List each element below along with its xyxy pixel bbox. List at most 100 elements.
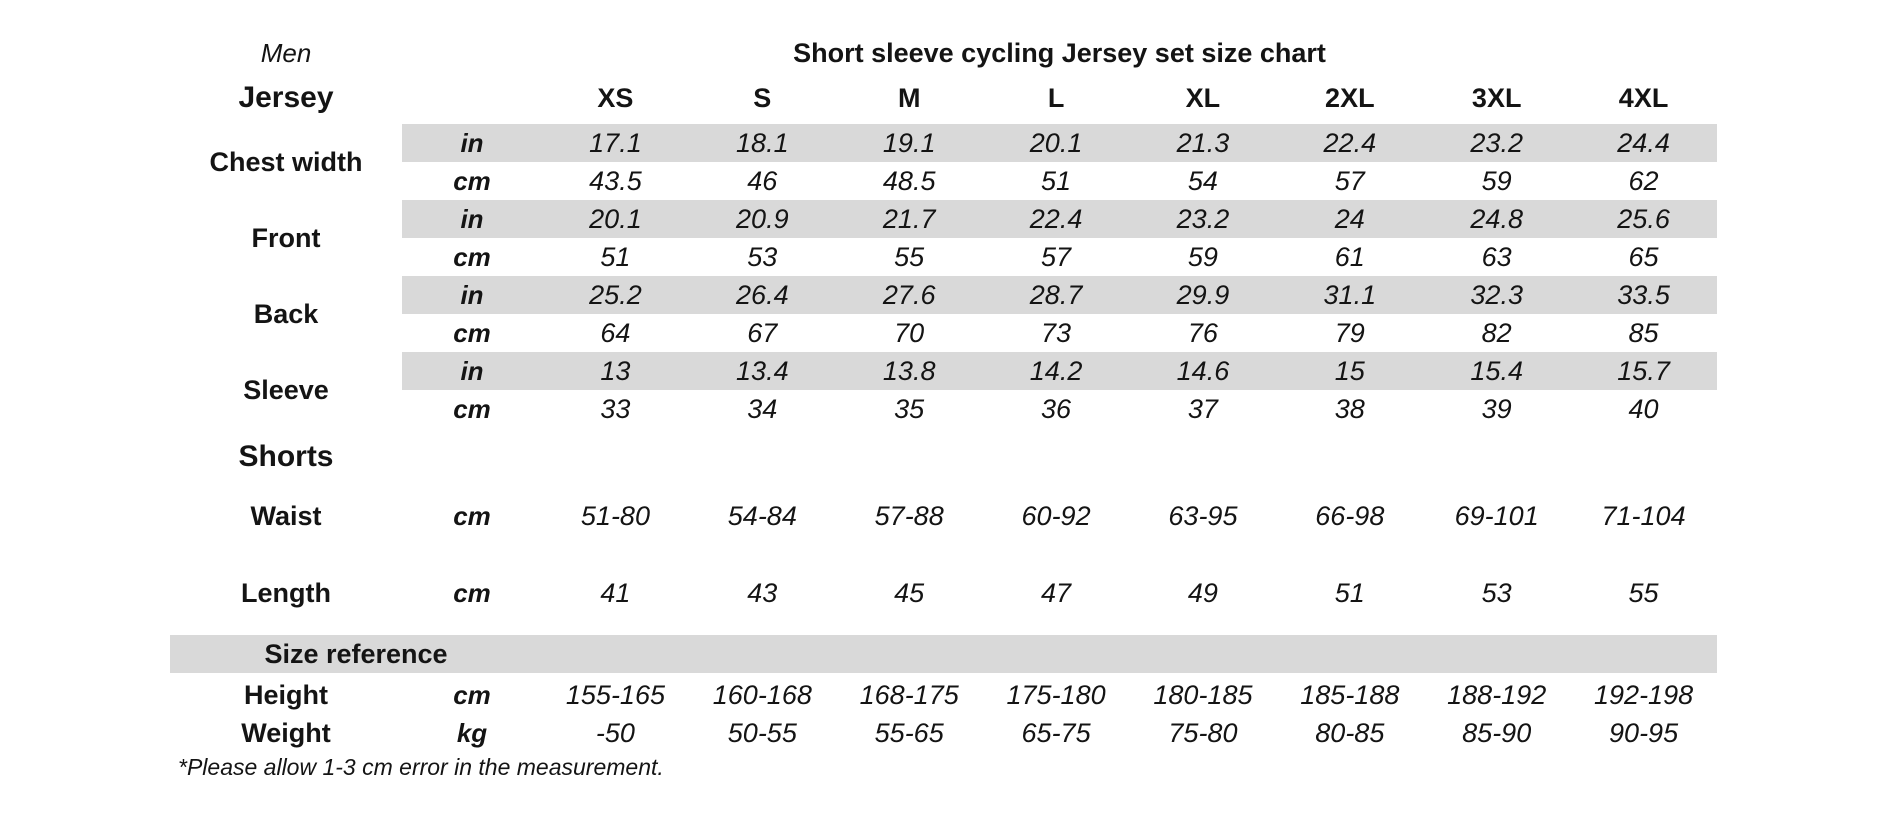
cell-length-m: 45	[894, 577, 925, 608]
cell-back-in-4xl: 33.5	[1617, 279, 1670, 310]
measure-row-height: Height cm 155-165 160-168 168-175 175-180 180-…	[170, 676, 1717, 714]
cell-chest-width-in-s: 18.1	[736, 127, 789, 158]
cell-chest-width-in-xl: 21.3	[1176, 127, 1230, 158]
unit-label-cm: cm	[453, 577, 491, 608]
row-label-length: Length	[241, 577, 331, 608]
cell-height-s: 160-168	[712, 679, 812, 710]
cell-sleeve-in-xs: 13	[600, 355, 631, 386]
cell-sleeve-cm-s: 34	[747, 393, 778, 424]
cell-back-in-s: 26.4	[736, 279, 789, 310]
cell-waist-m: 57-88	[874, 500, 944, 531]
size-header-3xl: 3XL	[1471, 82, 1522, 113]
jersey-unit-stack: in 17.1 18.1 19.1 20.1 21.3 22.4 23.2 24.4 cm 43.5…	[402, 124, 1717, 200]
cell-back-cm-xs: 64	[600, 317, 631, 348]
jersey-section: Chest width in 17.1 18.1 19.1 20.1 21.3 22.4 23.…	[170, 124, 1717, 428]
cell-sleeve-in-s: 13.4	[736, 355, 789, 386]
size-reference-weight-row: Weight kg -50 50-55 55-65 65-75 75-80 80-85 85-9…	[170, 714, 1717, 752]
cell-sleeve-in-l: 14.2	[1029, 355, 1083, 386]
top-row: Men Short sleeve cycling Jersey set size…	[170, 36, 1717, 70]
measure-row-front-in: in 20.1 20.9 21.7 22.4 23.2 24 24.8 25.6	[402, 200, 1717, 238]
cell-weight-s: 50-55	[727, 717, 797, 748]
cell-chest-width-in-4xl: 24.4	[1617, 127, 1670, 158]
unit-label-cm: cm	[453, 165, 491, 196]
cell-sleeve-in-4xl: 15.7	[1617, 355, 1670, 386]
cell-height-4xl: 192-198	[1594, 679, 1694, 710]
jersey-block-front: Front in 20.1 20.9 21.7 22.4 23.2 24 24.8 25.6 cm 5…	[170, 200, 1717, 276]
cell-weight-l: 65-75	[1021, 717, 1091, 748]
cell-front-cm-3xl: 63	[1481, 241, 1512, 272]
cell-back-cm-m: 70	[894, 317, 925, 348]
size-header-4xl: 4XL	[1618, 82, 1669, 113]
cell-back-in-xs: 25.2	[589, 279, 642, 310]
cell-sleeve-cm-3xl: 39	[1481, 393, 1512, 424]
cell-length-xl: 49	[1187, 577, 1218, 608]
cell-front-in-l: 22.4	[1029, 203, 1083, 234]
cell-height-3xl: 188-192	[1447, 679, 1547, 710]
size-chart-table: Men Short sleeve cycling Jersey set size…	[170, 0, 1717, 813]
cell-weight-2xl: 80-85	[1315, 717, 1385, 748]
section-heading-size-reference: Size reference	[264, 638, 448, 669]
cell-waist-3xl: 69-101	[1454, 500, 1539, 531]
cell-height-2xl: 185-188	[1300, 679, 1400, 710]
cell-sleeve-cm-m: 35	[894, 393, 925, 424]
cell-length-xs: 41	[600, 577, 631, 608]
row-label-front: Front	[251, 222, 321, 253]
cell-front-cm-m: 55	[894, 241, 925, 272]
cell-chest-width-in-3xl: 23.2	[1470, 127, 1523, 158]
cell-back-cm-s: 67	[747, 317, 778, 348]
section-heading-shorts: Shorts	[238, 440, 334, 473]
size-reference-height-row: Height cm 155-165 160-168 168-175 175-180 180-…	[170, 676, 1717, 714]
cell-chest-width-in-xs: 17.1	[589, 127, 642, 158]
cell-weight-xl: 75-80	[1168, 717, 1238, 748]
cell-sleeve-cm-xs: 33	[600, 393, 631, 424]
cell-front-in-s: 20.9	[736, 203, 789, 234]
cell-sleeve-in-xl: 14.6	[1176, 355, 1230, 386]
cell-chest-width-cm-2xl: 57	[1334, 165, 1365, 196]
jersey-block-sleeve: Sleeve in 13 13.4 13.8 14.2 14.6 15 15.4 15.7 cm 33…	[170, 352, 1717, 428]
shorts-waist-row: Waist cm 51-80 54-84 57-88 60-92 63-95 66-98 69-…	[170, 478, 1717, 554]
size-header-m: M	[897, 82, 921, 113]
cell-waist-l: 60-92	[1021, 500, 1091, 531]
size-header-xs: XS	[597, 82, 634, 113]
size-header-xl: XL	[1185, 82, 1221, 113]
cell-waist-xl: 63-95	[1168, 500, 1238, 531]
cell-sleeve-cm-l: 36	[1041, 393, 1072, 424]
cell-back-cm-xl: 76	[1187, 317, 1218, 348]
cell-height-xs: 155-165	[565, 679, 665, 710]
size-header-l: L	[1047, 82, 1065, 113]
cell-length-4xl: 55	[1628, 577, 1659, 608]
row-label-chest-width: Chest width	[209, 146, 363, 177]
cell-length-s: 43	[747, 577, 778, 608]
chart-title: Short sleeve cycling Jersey set size cha…	[793, 37, 1326, 68]
unit-label-in: in	[460, 279, 484, 310]
cell-weight-m: 55-65	[874, 717, 944, 748]
row-label-sleeve: Sleeve	[243, 374, 329, 405]
size-header-2xl: 2XL	[1325, 82, 1375, 113]
unit-label-cm: cm	[453, 241, 491, 272]
cell-back-in-3xl: 32.3	[1470, 279, 1523, 310]
cell-height-m: 168-175	[859, 679, 959, 710]
cell-back-cm-3xl: 82	[1481, 317, 1512, 348]
cell-length-l: 47	[1041, 577, 1072, 608]
cell-waist-2xl: 66-98	[1315, 500, 1385, 531]
cell-height-xl: 180-185	[1153, 679, 1253, 710]
jersey-unit-stack: in 13 13.4 13.8 14.2 14.6 15 15.4 15.7 cm 33 34 35 36…	[402, 352, 1717, 428]
cell-back-in-m: 27.6	[882, 279, 936, 310]
cell-front-cm-s: 53	[747, 241, 778, 272]
cell-waist-s: 54-84	[727, 500, 797, 531]
unit-label-cm: cm	[453, 679, 491, 710]
unit-label-kg: kg	[456, 717, 488, 748]
size-reference-band: Size reference	[170, 635, 1717, 673]
footnote: *Please allow 1-3 cm error in the measur…	[178, 753, 664, 780]
cell-front-in-2xl: 24	[1334, 203, 1365, 234]
cell-length-2xl: 51	[1334, 577, 1365, 608]
cell-sleeve-in-m: 13.8	[882, 355, 936, 386]
unit-label-in: in	[460, 355, 484, 386]
cell-back-cm-4xl: 85	[1628, 317, 1659, 348]
cell-chest-width-cm-4xl: 62	[1628, 165, 1659, 196]
cell-front-cm-2xl: 61	[1334, 241, 1365, 272]
row-label-weight: Weight	[241, 717, 331, 748]
measure-row-waist: Waist cm 51-80 54-84 57-88 60-92 63-95 66-98 69-…	[170, 478, 1717, 554]
cell-back-cm-l: 73	[1041, 317, 1072, 348]
